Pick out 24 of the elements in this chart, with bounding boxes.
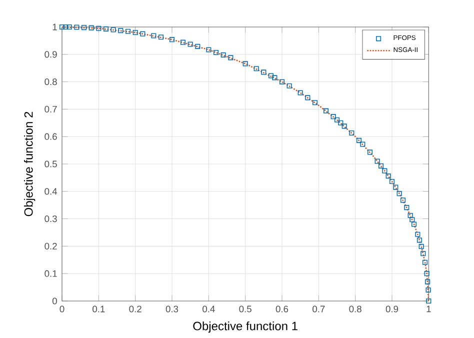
x-tick-label: 0.6 <box>276 306 288 312</box>
x-tick-label: 0 <box>60 306 64 312</box>
x-tick-label: 0.3 <box>166 306 178 312</box>
y-tick-label: 1 <box>52 24 57 30</box>
y-axis-title: Objective function 2 <box>24 112 36 216</box>
x-tick-label: 0.9 <box>386 306 398 312</box>
x-tick-label: 0.2 <box>129 306 142 312</box>
y-tick-label: 0.2 <box>44 242 57 250</box>
y-tick-label: 0.8 <box>44 78 57 86</box>
y-tick-label: 0.7 <box>44 106 57 112</box>
y-tick-label: 0.9 <box>44 51 57 58</box>
x-tick-label: 1 <box>426 306 431 312</box>
x-tick-label: 0.4 <box>202 306 215 312</box>
x-tick-label: 0.8 <box>349 306 362 312</box>
y-tick-label: 0.6 <box>44 133 57 140</box>
x-axis-title: Objective function 1 <box>193 321 298 333</box>
y-tick-label: 0.1 <box>44 270 57 277</box>
x-tick-label: 0.5 <box>239 306 252 312</box>
y-tick-label: 0.3 <box>44 215 57 222</box>
x-tick-label: 0.7 <box>312 306 325 312</box>
x-tick-label: 0.1 <box>92 306 105 312</box>
y-tick-label: 0.5 <box>44 160 57 168</box>
y-tick-label: 0 <box>52 298 57 304</box>
y-tick-label: 0.4 <box>44 188 58 195</box>
